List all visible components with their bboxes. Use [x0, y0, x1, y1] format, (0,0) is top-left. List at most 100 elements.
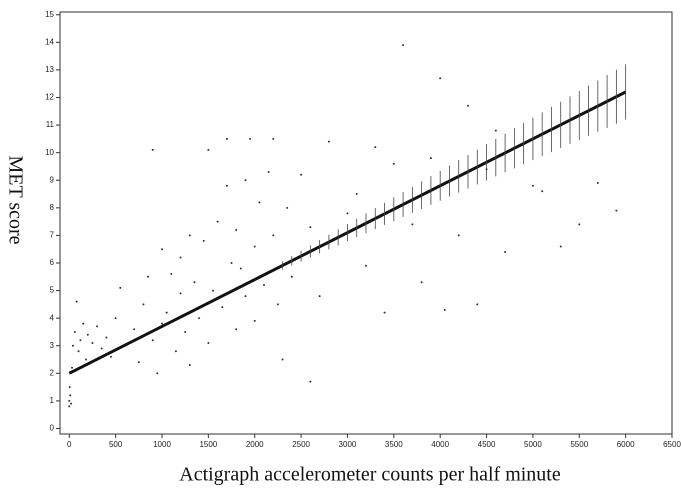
y-tick-label: 7 [50, 231, 55, 240]
data-point [184, 330, 187, 333]
data-point [212, 289, 214, 292]
y-tick-label: 6 [50, 258, 55, 267]
data-point [91, 341, 94, 344]
y-tick-label: 1 [50, 396, 55, 405]
data-point [392, 162, 395, 165]
data-point [68, 386, 71, 389]
data-point [290, 275, 293, 278]
data-point [531, 184, 534, 187]
data-point [467, 104, 469, 107]
data-point [230, 261, 233, 264]
y-tick-label: 15 [45, 10, 54, 19]
data-point [179, 292, 182, 295]
data-point [84, 358, 87, 361]
x-tick-label: 6500 [663, 440, 681, 449]
data-point [71, 344, 74, 347]
data-point [202, 239, 205, 242]
data-point [443, 308, 446, 311]
data-point [165, 311, 168, 314]
y-tick-label: 3 [50, 341, 55, 350]
data-point [494, 129, 497, 132]
x-tick-label: 1500 [199, 440, 217, 449]
x-tick-label: 1000 [153, 440, 171, 449]
data-point [75, 300, 78, 303]
data-point [286, 206, 289, 209]
data-point [318, 295, 321, 298]
data-point [188, 364, 191, 367]
x-tick-label: 3000 [339, 440, 357, 449]
data-point [244, 295, 247, 298]
data-point [420, 281, 423, 284]
data-point [235, 228, 238, 231]
y-tick-label: 0 [50, 424, 55, 433]
y-tick-label: 12 [45, 93, 54, 102]
data-point [365, 264, 367, 267]
data-point [151, 148, 154, 151]
data-point [119, 286, 122, 289]
x-tick-label: 5000 [524, 440, 542, 449]
data-point [179, 256, 182, 259]
data-point [225, 184, 228, 187]
data-point [402, 44, 405, 47]
y-tick-label: 5 [50, 286, 55, 295]
data-point [170, 273, 173, 276]
data-point [239, 267, 242, 270]
data-point [249, 137, 252, 140]
data-point [429, 157, 432, 160]
data-point [174, 350, 177, 353]
y-tick-label: 13 [45, 65, 54, 74]
x-tick-label: 500 [109, 440, 123, 449]
plot-frame [59, 11, 673, 435]
data-point [193, 281, 196, 284]
y-tick-label: 2 [50, 368, 55, 377]
data-point [355, 193, 358, 196]
data-point [142, 303, 145, 306]
x-tick-label: 5500 [570, 440, 588, 449]
data-point [71, 366, 74, 369]
data-point [225, 137, 228, 140]
x-tick-label: 0 [67, 440, 72, 449]
data-point [133, 328, 136, 331]
data-point [258, 201, 261, 204]
y-tick-label: 4 [50, 313, 55, 322]
data-point [476, 303, 479, 306]
data-point [156, 372, 159, 375]
x-tick-label: 4500 [478, 440, 496, 449]
data-point [327, 140, 330, 143]
data-point [161, 248, 163, 251]
data-point [114, 317, 117, 320]
data-point [267, 170, 270, 173]
x-tick-label: 6000 [617, 440, 635, 449]
data-point [253, 319, 256, 322]
data-point [147, 275, 150, 278]
data-point [383, 311, 386, 314]
x-tick-label: 3500 [385, 440, 403, 449]
data-point [309, 226, 312, 229]
data-point [281, 358, 284, 361]
data-point [457, 234, 460, 237]
data-point [300, 173, 303, 176]
data-point [69, 394, 72, 397]
data-point [346, 212, 349, 215]
data-point [411, 223, 414, 226]
data-point [596, 182, 599, 185]
data-point [110, 355, 112, 358]
x-tick-label: 2500 [292, 440, 310, 449]
data-point [68, 405, 71, 408]
data-point [77, 350, 80, 353]
data-point [253, 245, 256, 248]
data-point [615, 209, 618, 212]
data-point [276, 303, 279, 306]
data-point [207, 341, 210, 344]
data-point [151, 339, 154, 342]
data-point [272, 234, 275, 237]
data-point [105, 336, 108, 339]
data-point [244, 179, 247, 182]
data-point [541, 190, 544, 193]
data-point [374, 146, 377, 149]
y-tick-label: 14 [45, 37, 54, 46]
data-point [73, 330, 76, 333]
data-point [263, 284, 265, 287]
data-point [70, 402, 73, 405]
